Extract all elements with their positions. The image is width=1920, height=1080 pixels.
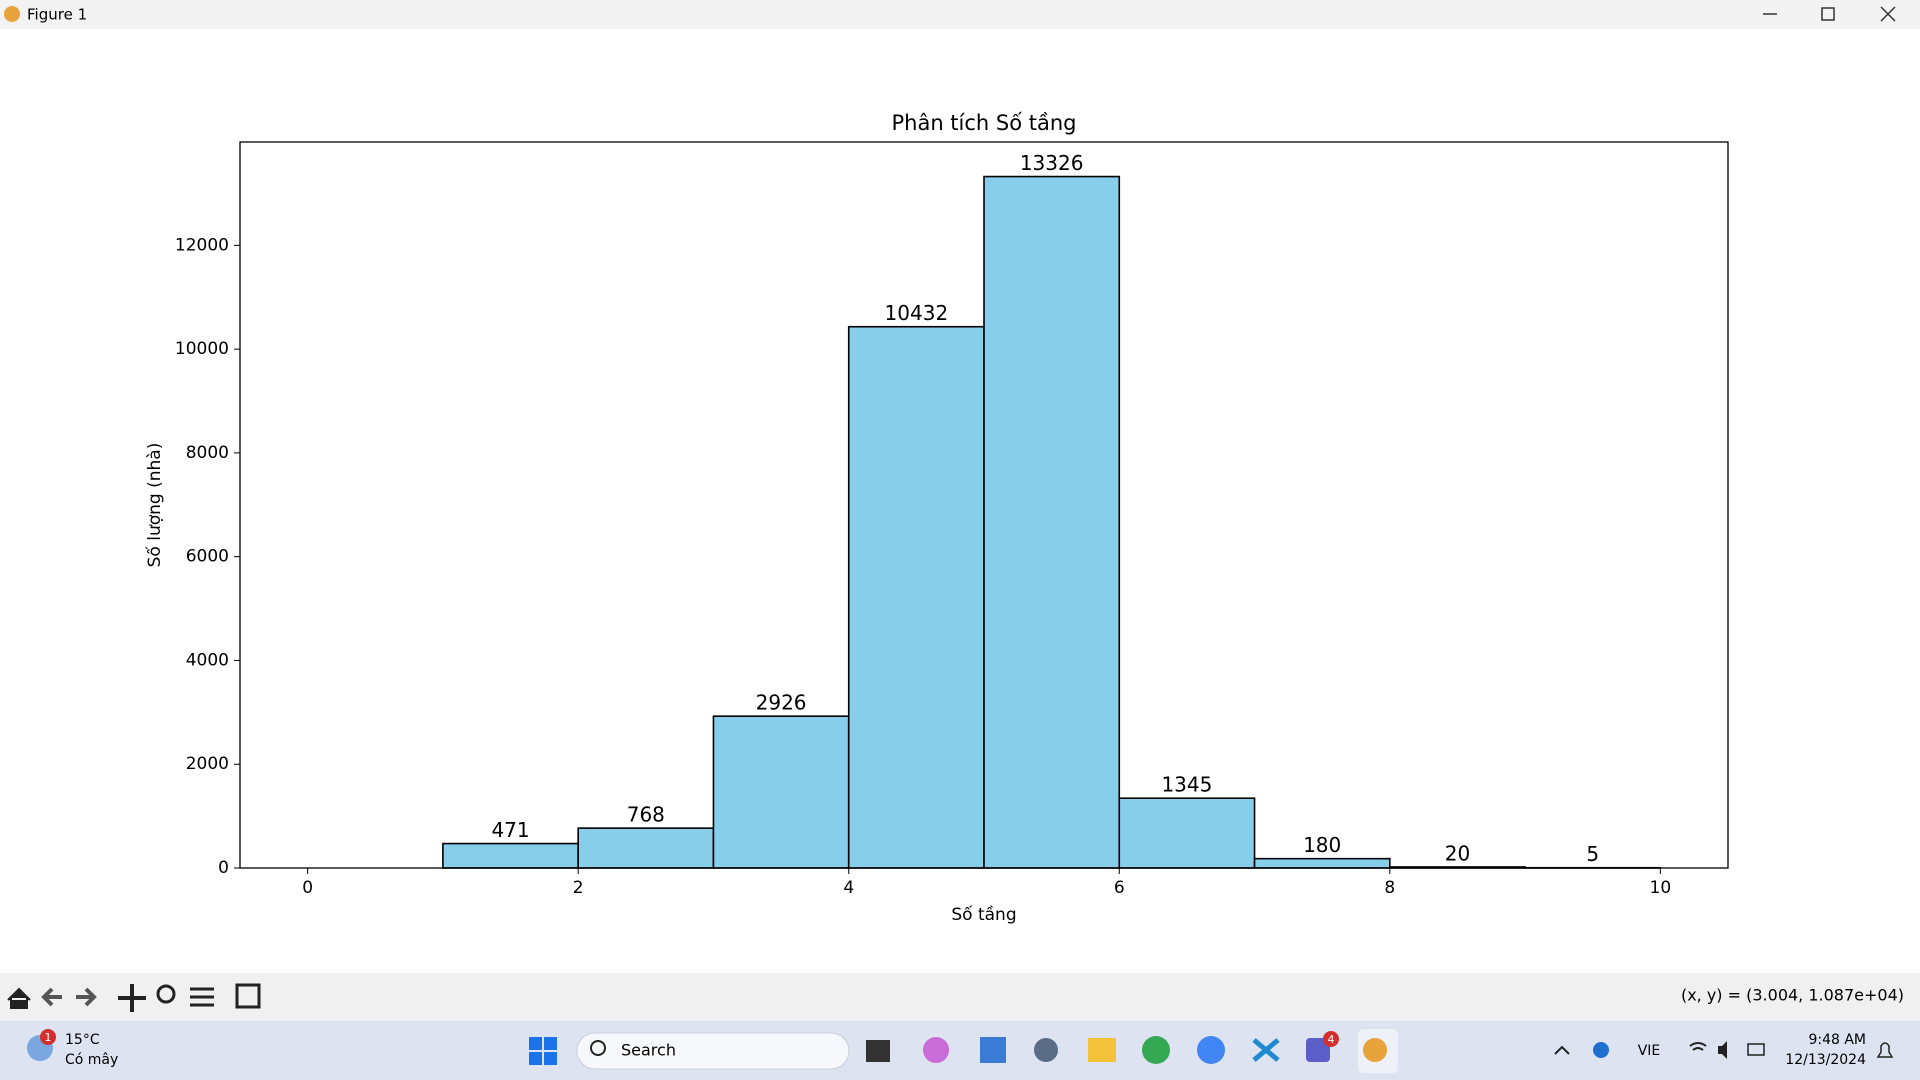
search-text: Search (621, 1041, 676, 1060)
window-title: Figure 1 (27, 6, 87, 24)
search-icon (590, 1040, 606, 1056)
toolbar (0, 973, 1920, 1021)
x-tick-label: 2 (573, 878, 584, 898)
taskbar-app[interactable] (866, 1040, 890, 1062)
taskbar-app[interactable] (1252, 1038, 1280, 1062)
weather-badge (40, 1029, 56, 1045)
taskbar-app[interactable] (980, 1037, 1006, 1063)
taskbar-app[interactable] (1034, 1038, 1058, 1062)
axes-frame (239, 141, 1729, 869)
volume-icon[interactable] (1718, 1041, 1727, 1059)
y-tick-label: 6000 (186, 547, 229, 567)
taskbar (0, 1021, 1920, 1080)
battery-icon[interactable] (1747, 1043, 1765, 1056)
x-tick-label: 4 (843, 878, 854, 898)
y-tick-label: 4000 (186, 650, 229, 670)
bar-label: 13326 (1020, 151, 1084, 175)
pan-button[interactable] (118, 984, 146, 1012)
language[interactable]: VIE (1638, 1043, 1661, 1059)
weather-text: Có mây (65, 1052, 118, 1068)
teams-badge-text: 4 (1328, 1033, 1335, 1046)
start-tile (529, 1052, 542, 1065)
save-button[interactable] (235, 983, 261, 1009)
onedrive-icon[interactable] (1593, 1042, 1609, 1058)
bar-label: 471 (491, 818, 529, 842)
bar (1118, 797, 1256, 869)
weather-badge-text: 1 (45, 1031, 52, 1044)
bar (983, 175, 1121, 869)
bar (577, 827, 715, 869)
home-button[interactable] (7, 987, 31, 1009)
start-tile (544, 1037, 557, 1050)
teams-badge (1323, 1031, 1339, 1047)
clock-time[interactable]: 9:48 AM (1808, 1032, 1866, 1048)
forward-button[interactable] (76, 987, 97, 1007)
taskbar-app[interactable] (1142, 1036, 1170, 1064)
status-text: (x, y) = (3.004, 1.087e+04) (1681, 986, 1904, 1005)
close-button[interactable] (1880, 6, 1896, 22)
wifi-icon[interactable] (1689, 1042, 1707, 1051)
y-tick-label: 10000 (175, 339, 229, 359)
y-tick-label: 12000 (175, 235, 229, 255)
bar-label: 10432 (885, 301, 949, 325)
bar-label: 1345 (1161, 773, 1212, 797)
y-axis-label: Số lượng (nhà) (144, 443, 165, 568)
start-tile (544, 1052, 557, 1065)
x-tick-label: 0 (302, 878, 313, 898)
x-axis-label: Số tầng (951, 904, 1016, 925)
y-tick-label: 2000 (186, 754, 229, 774)
x-tick-label: 8 (1384, 878, 1395, 898)
weather-temp: 15°C (65, 1032, 100, 1048)
search-box[interactable] (576, 1032, 850, 1070)
chart-title: Phân tích Số tầng (891, 111, 1076, 135)
tray-expand[interactable] (1554, 1045, 1570, 1055)
zoom-button[interactable] (156, 984, 176, 1004)
bar (442, 842, 579, 869)
bar (712, 715, 850, 869)
back-button[interactable] (41, 987, 62, 1007)
bar-label: 2926 (756, 691, 807, 715)
title-bar (0, 0, 1920, 29)
bar (847, 325, 985, 869)
bar-label: 180 (1303, 833, 1341, 857)
start-button[interactable] (529, 1037, 557, 1065)
taskbar-app[interactable] (1088, 1038, 1116, 1062)
notifications[interactable] (1876, 1042, 1894, 1058)
start-tile (529, 1037, 542, 1050)
taskbar-app-icon (1363, 1038, 1387, 1062)
taskbar-app[interactable] (923, 1037, 949, 1063)
configure-button[interactable] (190, 987, 214, 1007)
y-tick-label: 0 (218, 858, 229, 878)
y-tick-label: 8000 (186, 443, 229, 463)
bar (1253, 857, 1391, 869)
bar-label: 768 (627, 803, 665, 827)
app-icon (4, 6, 20, 22)
taskbar-app[interactable] (1306, 1038, 1330, 1062)
x-tick-label: 6 (1114, 878, 1125, 898)
x-tick-label: 10 (1650, 878, 1672, 898)
taskbar-app[interactable] (1197, 1036, 1225, 1064)
clock-date[interactable]: 12/13/2024 (1785, 1052, 1866, 1068)
plot: Phân tích Số tầng Số tầng Số lượng (nhà)… (144, 111, 1729, 925)
bar-label: 20 (1445, 841, 1470, 865)
bar-label: 5 (1586, 842, 1599, 866)
maximize-button[interactable] (1821, 7, 1835, 21)
